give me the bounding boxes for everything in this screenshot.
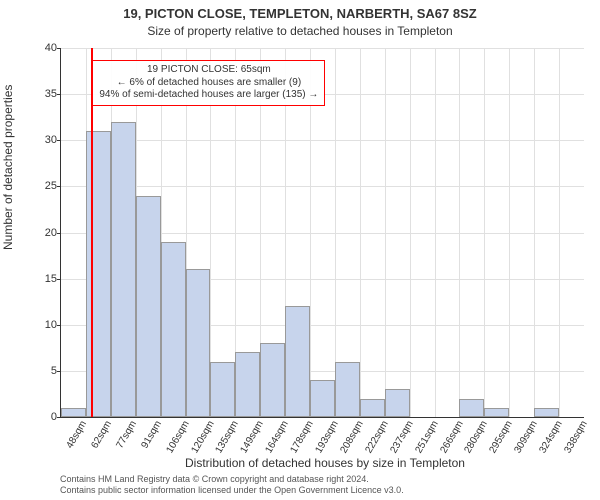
- histogram-bar: [459, 399, 484, 417]
- x-tick-label: 62sqm: [86, 417, 114, 450]
- histogram-bar: [310, 380, 335, 417]
- x-tick-label: 178sqm: [285, 417, 316, 455]
- histogram-bar: [210, 362, 235, 417]
- x-tick-label: 164sqm: [260, 417, 291, 455]
- gridline-v: [559, 48, 560, 417]
- x-tick-label: 48sqm: [61, 417, 89, 450]
- histogram-bar: [360, 399, 385, 417]
- footer-line: Contains HM Land Registry data © Crown c…: [60, 474, 404, 485]
- histogram-bar: [136, 196, 161, 417]
- histogram-bar: [161, 242, 186, 417]
- histogram-bar: [385, 389, 410, 417]
- annotation-line: ← 6% of detached houses are smaller (9): [99, 77, 318, 90]
- histogram-bar: [235, 352, 260, 417]
- y-tick-mark: [57, 325, 61, 326]
- y-tick-mark: [57, 371, 61, 372]
- annotation-line: 94% of semi-detached houses are larger (…: [99, 89, 318, 102]
- page-subtitle: Size of property relative to detached ho…: [0, 24, 600, 38]
- x-tick-label: 295sqm: [484, 417, 515, 455]
- gridline-v: [360, 48, 361, 417]
- histogram-bar: [86, 131, 111, 417]
- histogram-bar: [260, 343, 285, 417]
- gridline-v: [509, 48, 510, 417]
- y-tick-mark: [57, 417, 61, 418]
- gridline-v: [435, 48, 436, 417]
- histogram-bar: [285, 306, 310, 417]
- x-tick-label: 208sqm: [335, 417, 366, 455]
- x-tick-label: 106sqm: [161, 417, 192, 455]
- x-tick-label: 309sqm: [509, 417, 540, 455]
- gridline-h: [61, 48, 584, 49]
- x-tick-label: 91sqm: [136, 417, 164, 450]
- chart-plot-area: 051015202530354048sqm62sqm77sqm91sqm106s…: [60, 48, 584, 418]
- gridline-h: [61, 186, 584, 187]
- gridline-v: [459, 48, 460, 417]
- gridline-v: [534, 48, 535, 417]
- gridline-h: [61, 140, 584, 141]
- histogram-bar: [111, 122, 136, 417]
- y-tick-mark: [57, 186, 61, 187]
- x-tick-label: 77sqm: [111, 417, 139, 450]
- x-tick-label: 324sqm: [534, 417, 565, 455]
- annotation-line: 19 PICTON CLOSE: 65sqm: [99, 64, 318, 77]
- y-tick-mark: [57, 233, 61, 234]
- histogram-bar: [335, 362, 360, 417]
- y-tick-mark: [57, 48, 61, 49]
- y-axis-label: Number of detached properties: [1, 85, 15, 250]
- gridline-v: [385, 48, 386, 417]
- x-tick-label: 338sqm: [559, 417, 590, 455]
- histogram-bar: [484, 408, 509, 417]
- gridline-v: [410, 48, 411, 417]
- footer-attribution: Contains HM Land Registry data © Crown c…: [60, 474, 404, 496]
- footer-line: Contains public sector information licen…: [60, 485, 404, 496]
- y-tick-mark: [57, 279, 61, 280]
- histogram-bar: [186, 269, 211, 417]
- x-tick-label: 193sqm: [310, 417, 341, 455]
- page-title: 19, PICTON CLOSE, TEMPLETON, NARBERTH, S…: [0, 6, 600, 21]
- y-tick-mark: [57, 140, 61, 141]
- y-tick-mark: [57, 94, 61, 95]
- annotation-box: 19 PICTON CLOSE: 65sqm← 6% of detached h…: [92, 60, 325, 106]
- histogram-bar: [534, 408, 559, 417]
- x-tick-label: 149sqm: [235, 417, 266, 455]
- x-axis-label: Distribution of detached houses by size …: [60, 456, 590, 470]
- histogram-bar: [61, 408, 86, 417]
- gridline-v: [484, 48, 485, 417]
